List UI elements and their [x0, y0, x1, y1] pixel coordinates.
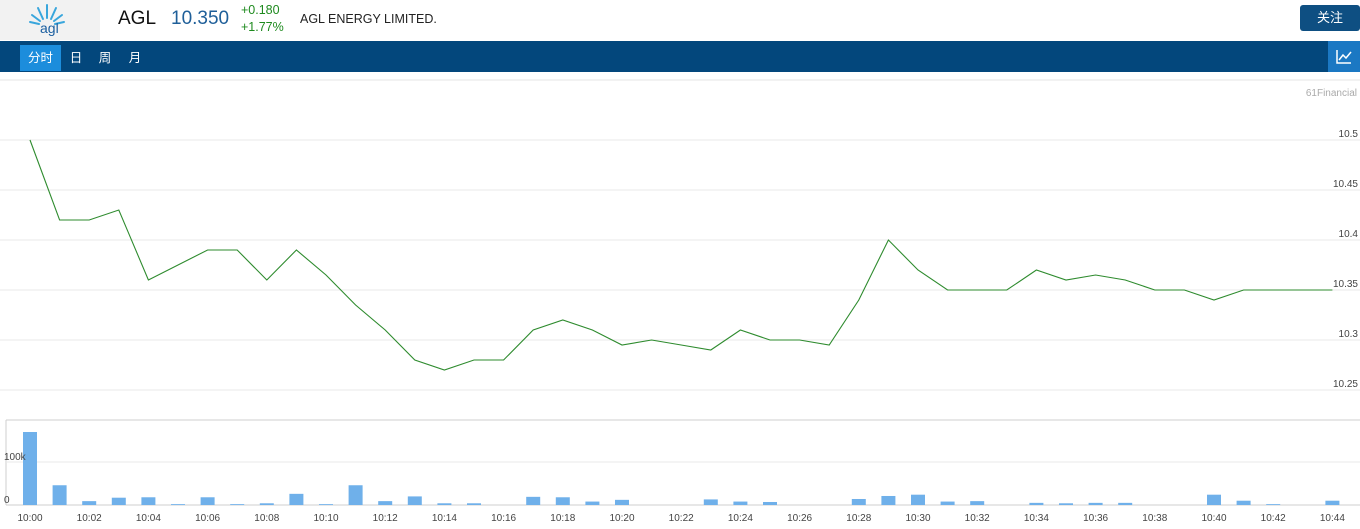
time-axis-label: 10:02 — [77, 513, 102, 524]
volume-bar — [289, 493, 304, 505]
volume-bar — [467, 503, 481, 505]
time-axis-label: 10:30 — [905, 513, 930, 524]
volume-bar — [526, 496, 541, 505]
volume-bar — [1325, 500, 1340, 505]
volume-bar — [23, 432, 37, 505]
volume-bar — [585, 501, 600, 505]
line-chart-icon — [1336, 50, 1352, 64]
tab-daily[interactable]: 日 — [69, 51, 83, 65]
price-axis-label: 10.5 — [1339, 129, 1359, 140]
volume-bar — [437, 503, 452, 505]
price-line — [29, 139, 1333, 371]
change-percent: +1.77% — [241, 20, 284, 34]
time-axis-label: 10:28 — [846, 513, 871, 524]
volume-bar — [378, 501, 393, 505]
time-axis-label: 10:08 — [254, 513, 279, 524]
price-axis-label: 10.45 — [1333, 179, 1358, 190]
last-price: 10.350 — [171, 8, 230, 29]
chart-type-toggle[interactable] — [1328, 41, 1360, 72]
volume-bar — [940, 501, 955, 505]
volume-bar — [82, 501, 97, 505]
time-axis-label: 10:40 — [1201, 513, 1226, 524]
tab-intraday[interactable]: 分时 — [20, 45, 61, 71]
time-axis-label: 10:18 — [550, 513, 575, 524]
volume-bar — [1088, 502, 1103, 505]
company-logo: agl — [0, 0, 100, 40]
volume-axis-label: 0 — [4, 495, 10, 506]
volume-bar — [111, 497, 126, 505]
intraday-chart: 10.5 10.45 10.4 10.35 10.3 10.25 100k 0 10:00 10… — [0, 79, 1360, 524]
period-tab-bar: 分时 日 周 月 — [0, 41, 1360, 72]
time-axis-label: 10:34 — [1024, 513, 1049, 524]
volume-bar — [1029, 502, 1044, 505]
time-axis-label: 10:06 — [195, 513, 220, 524]
price-axis-label: 10.35 — [1333, 279, 1358, 290]
volume-bar — [763, 501, 777, 505]
change-value: +0.180 — [241, 3, 280, 17]
time-axis-label: 10:12 — [373, 513, 398, 524]
time-axis-label: 10:00 — [17, 513, 42, 524]
volume-bar — [141, 497, 156, 505]
volume-bar — [970, 501, 985, 505]
volume-bar — [1236, 500, 1251, 505]
volume-bar — [52, 485, 67, 505]
time-axis-label: 10:32 — [965, 513, 990, 524]
price-axis-label: 10.25 — [1333, 379, 1358, 390]
volume-bar — [615, 499, 629, 505]
volume-bar — [319, 504, 333, 505]
ticker-symbol: AGL — [118, 8, 157, 29]
volume-axis-label: 100k — [4, 452, 27, 463]
volume-bar — [1207, 494, 1221, 505]
time-axis-label: 10:16 — [491, 513, 516, 524]
volume-bar — [259, 503, 274, 505]
time-axis-label: 10:14 — [432, 513, 457, 524]
agl-logo-icon: agl — [29, 4, 65, 36]
volume-bar — [407, 496, 422, 505]
volume-bar — [1266, 504, 1281, 505]
time-axis-label: 10:24 — [728, 513, 753, 524]
volume-bar — [881, 495, 896, 505]
time-axis-label: 10:44 — [1320, 513, 1345, 524]
volume-bar — [200, 497, 215, 505]
volume-bar — [348, 485, 363, 505]
tab-weekly[interactable]: 周 — [98, 51, 112, 65]
volume-bar — [911, 494, 925, 505]
time-axis-label: 10:20 — [609, 513, 634, 524]
svg-text:agl: agl — [40, 20, 59, 36]
quote-header: agl AGL 10.350 +0.180 +1.77% AGL ENERGY … — [0, 0, 1360, 40]
company-name: AGL ENERGY LIMITED. — [300, 12, 437, 26]
tab-monthly[interactable]: 月 — [128, 51, 142, 65]
volume-bar — [1059, 503, 1073, 505]
volume-bar — [703, 499, 718, 505]
volume-bar — [1118, 502, 1133, 505]
time-axis-label: 10:38 — [1142, 513, 1167, 524]
volume-bar — [555, 497, 570, 505]
time-axis-label: 10:26 — [787, 513, 812, 524]
volume-bar — [733, 501, 748, 505]
price-axis-label: 10.3 — [1339, 329, 1359, 340]
price-change: +0.180 +1.77% — [241, 2, 284, 36]
time-axis-label: 10:22 — [669, 513, 694, 524]
time-axis-label: 10:42 — [1261, 513, 1286, 524]
price-axis-label: 10.4 — [1339, 229, 1359, 240]
volume-bar — [171, 504, 185, 505]
time-axis-label: 10:36 — [1083, 513, 1108, 524]
follow-button[interactable]: 关注 — [1300, 5, 1360, 31]
volume-bar — [851, 498, 866, 505]
time-axis-label: 10:04 — [136, 513, 161, 524]
volume-bar — [230, 504, 245, 505]
time-axis-label: 10:10 — [313, 513, 338, 524]
watermark: 61Financial — [1305, 88, 1357, 99]
